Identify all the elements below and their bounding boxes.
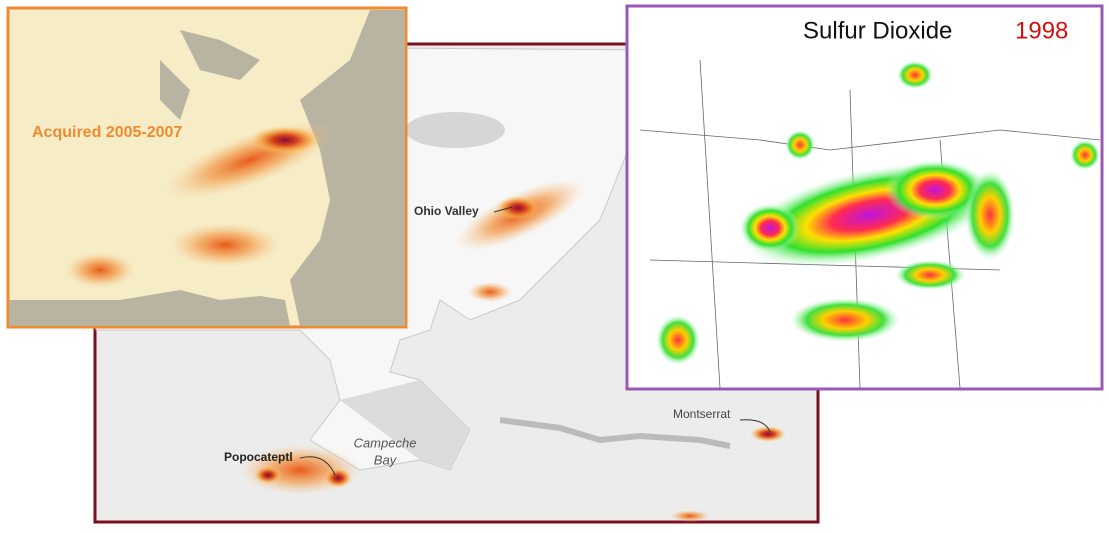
gulf <box>9 290 290 326</box>
leader-line <box>493 206 513 213</box>
place-label: Campeche <box>354 435 417 450</box>
so2-plume <box>496 196 540 220</box>
ocean <box>290 10 405 326</box>
leader-line <box>739 419 771 433</box>
inset-title: Sulfur Dioxide <box>803 17 952 44</box>
so2-plume <box>324 468 352 488</box>
inset-label: Acquired 2005-2007 <box>32 124 182 141</box>
so2-heat <box>895 260 965 290</box>
so2-heat <box>656 315 700 365</box>
so2-plume <box>468 282 512 302</box>
so2-plume <box>670 510 710 522</box>
place-label: Bay <box>374 452 398 467</box>
caribbean-islands <box>499 417 731 449</box>
so2-heat <box>790 298 900 342</box>
great-lakes <box>405 112 505 148</box>
place-label: Montserrat <box>673 407 731 421</box>
place-label: Popocateptl <box>224 450 293 464</box>
great-lakes <box>160 30 260 120</box>
inset-year: 1998 <box>1015 17 1068 44</box>
so2-plume <box>750 426 786 442</box>
so2-plume <box>170 223 280 267</box>
so2-plume <box>65 252 135 288</box>
so2-heat <box>785 130 815 160</box>
inset-right: Sulfur Dioxide 1998 <box>625 4 1104 391</box>
so2-heat <box>965 170 1015 260</box>
inset-left: Acquired 2005-2007 <box>6 6 408 329</box>
leader-line <box>299 456 336 476</box>
place-label: Ohio Valley <box>414 204 479 218</box>
gulf <box>340 380 470 470</box>
so2-heat <box>897 61 933 89</box>
so2-plume <box>250 126 320 154</box>
so2-plume <box>254 466 282 484</box>
so2-heat <box>1070 140 1100 170</box>
so2-heat <box>885 160 985 220</box>
so2-heat <box>740 204 800 252</box>
